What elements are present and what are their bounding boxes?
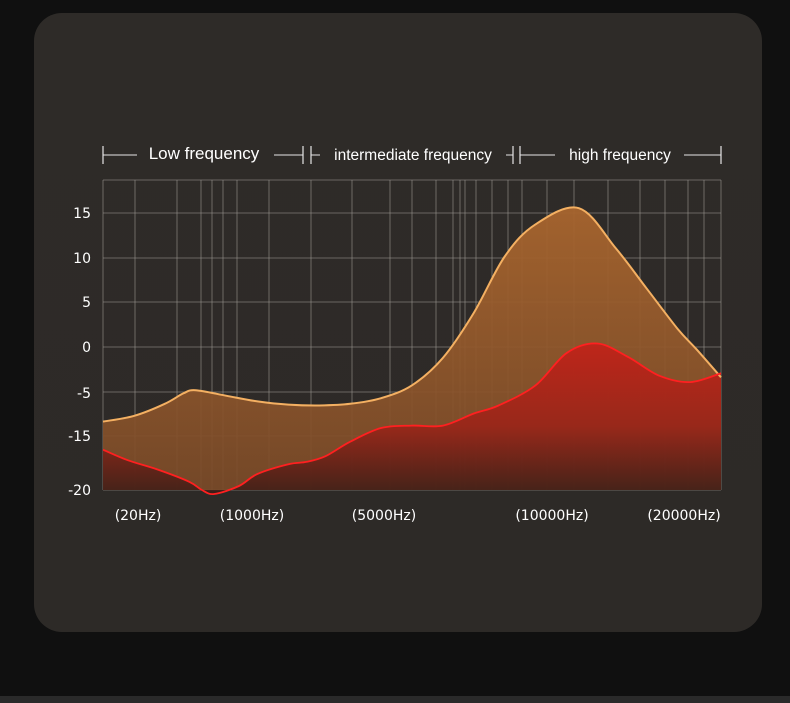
frequency-bands: Low frequency intermediate frequency hig…: [102, 144, 722, 164]
red-series-line: [102, 342, 722, 496]
band-label-intermediate: intermediate frequency: [334, 147, 492, 164]
x-axis: (20Hz) (1000Hz) (5000Hz) (10000Hz) (2000…: [115, 508, 721, 524]
y-tick-label: -20: [68, 483, 91, 499]
y-tick-label: 10: [73, 251, 91, 267]
x-tick-label: (10000Hz): [515, 508, 588, 524]
x-tick-label: (1000Hz): [220, 508, 284, 524]
y-tick-label: 5: [82, 295, 91, 311]
x-tick-label: (20Hz): [115, 508, 162, 524]
band-label-high: high frequency: [569, 147, 671, 164]
y-tick-label: 15: [73, 206, 91, 222]
y-tick-label: -15: [68, 429, 91, 445]
y-tick-label: 0: [82, 340, 91, 356]
y-axis: 15 10 5 0 -5 -15 -20: [68, 206, 91, 499]
red-series-area: [103, 343, 721, 495]
series-areas: [102, 206, 722, 496]
band-label-low: Low frequency: [149, 144, 260, 163]
x-tick-label: (5000Hz): [352, 508, 416, 524]
orange-series-line: [102, 206, 722, 423]
y-tick-label: -5: [77, 386, 91, 402]
bottom-bar: [0, 696, 790, 703]
x-tick-label: (20000Hz): [647, 508, 720, 524]
